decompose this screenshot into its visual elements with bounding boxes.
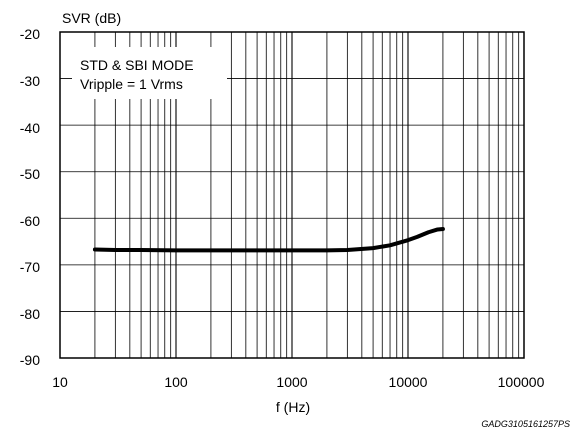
- figure-code: GADG3105161257PS: [481, 419, 570, 429]
- x-axis-label: f (Hz): [276, 399, 310, 415]
- y-tick-label: -30: [20, 73, 40, 89]
- annotation-line-2: Vripple = 1 Vrms: [80, 76, 183, 92]
- plot-frame: [59, 31, 525, 359]
- y-tick-label: -80: [20, 306, 40, 322]
- annotation-box: [72, 47, 227, 99]
- y-tick-label: -90: [20, 352, 40, 368]
- y-tick-labels: -20 -30 -40 -50 -60 -70 -80 -90: [20, 26, 40, 368]
- y-tick-label: -40: [20, 120, 40, 136]
- x-tick-label: 100: [164, 374, 188, 390]
- y-tick-label: -60: [20, 213, 40, 229]
- x-tick-label: 1000: [276, 374, 307, 390]
- x-tick-label: 10: [52, 374, 68, 390]
- svr-curve: [92, 227, 445, 253]
- x-tick-labels: 10 100 1000 10000 100000: [52, 374, 544, 390]
- x-tick-label: 10000: [389, 374, 428, 390]
- x-tick-label: 100000: [498, 374, 545, 390]
- series-layer: [92, 227, 445, 253]
- annotation-line-1: STD & SBI MODE: [80, 57, 194, 73]
- y-tick-label: -70: [20, 259, 40, 275]
- y-axis-label: SVR (dB): [62, 10, 121, 26]
- y-tick-label: -20: [20, 26, 40, 42]
- y-tick-label: -50: [20, 166, 40, 182]
